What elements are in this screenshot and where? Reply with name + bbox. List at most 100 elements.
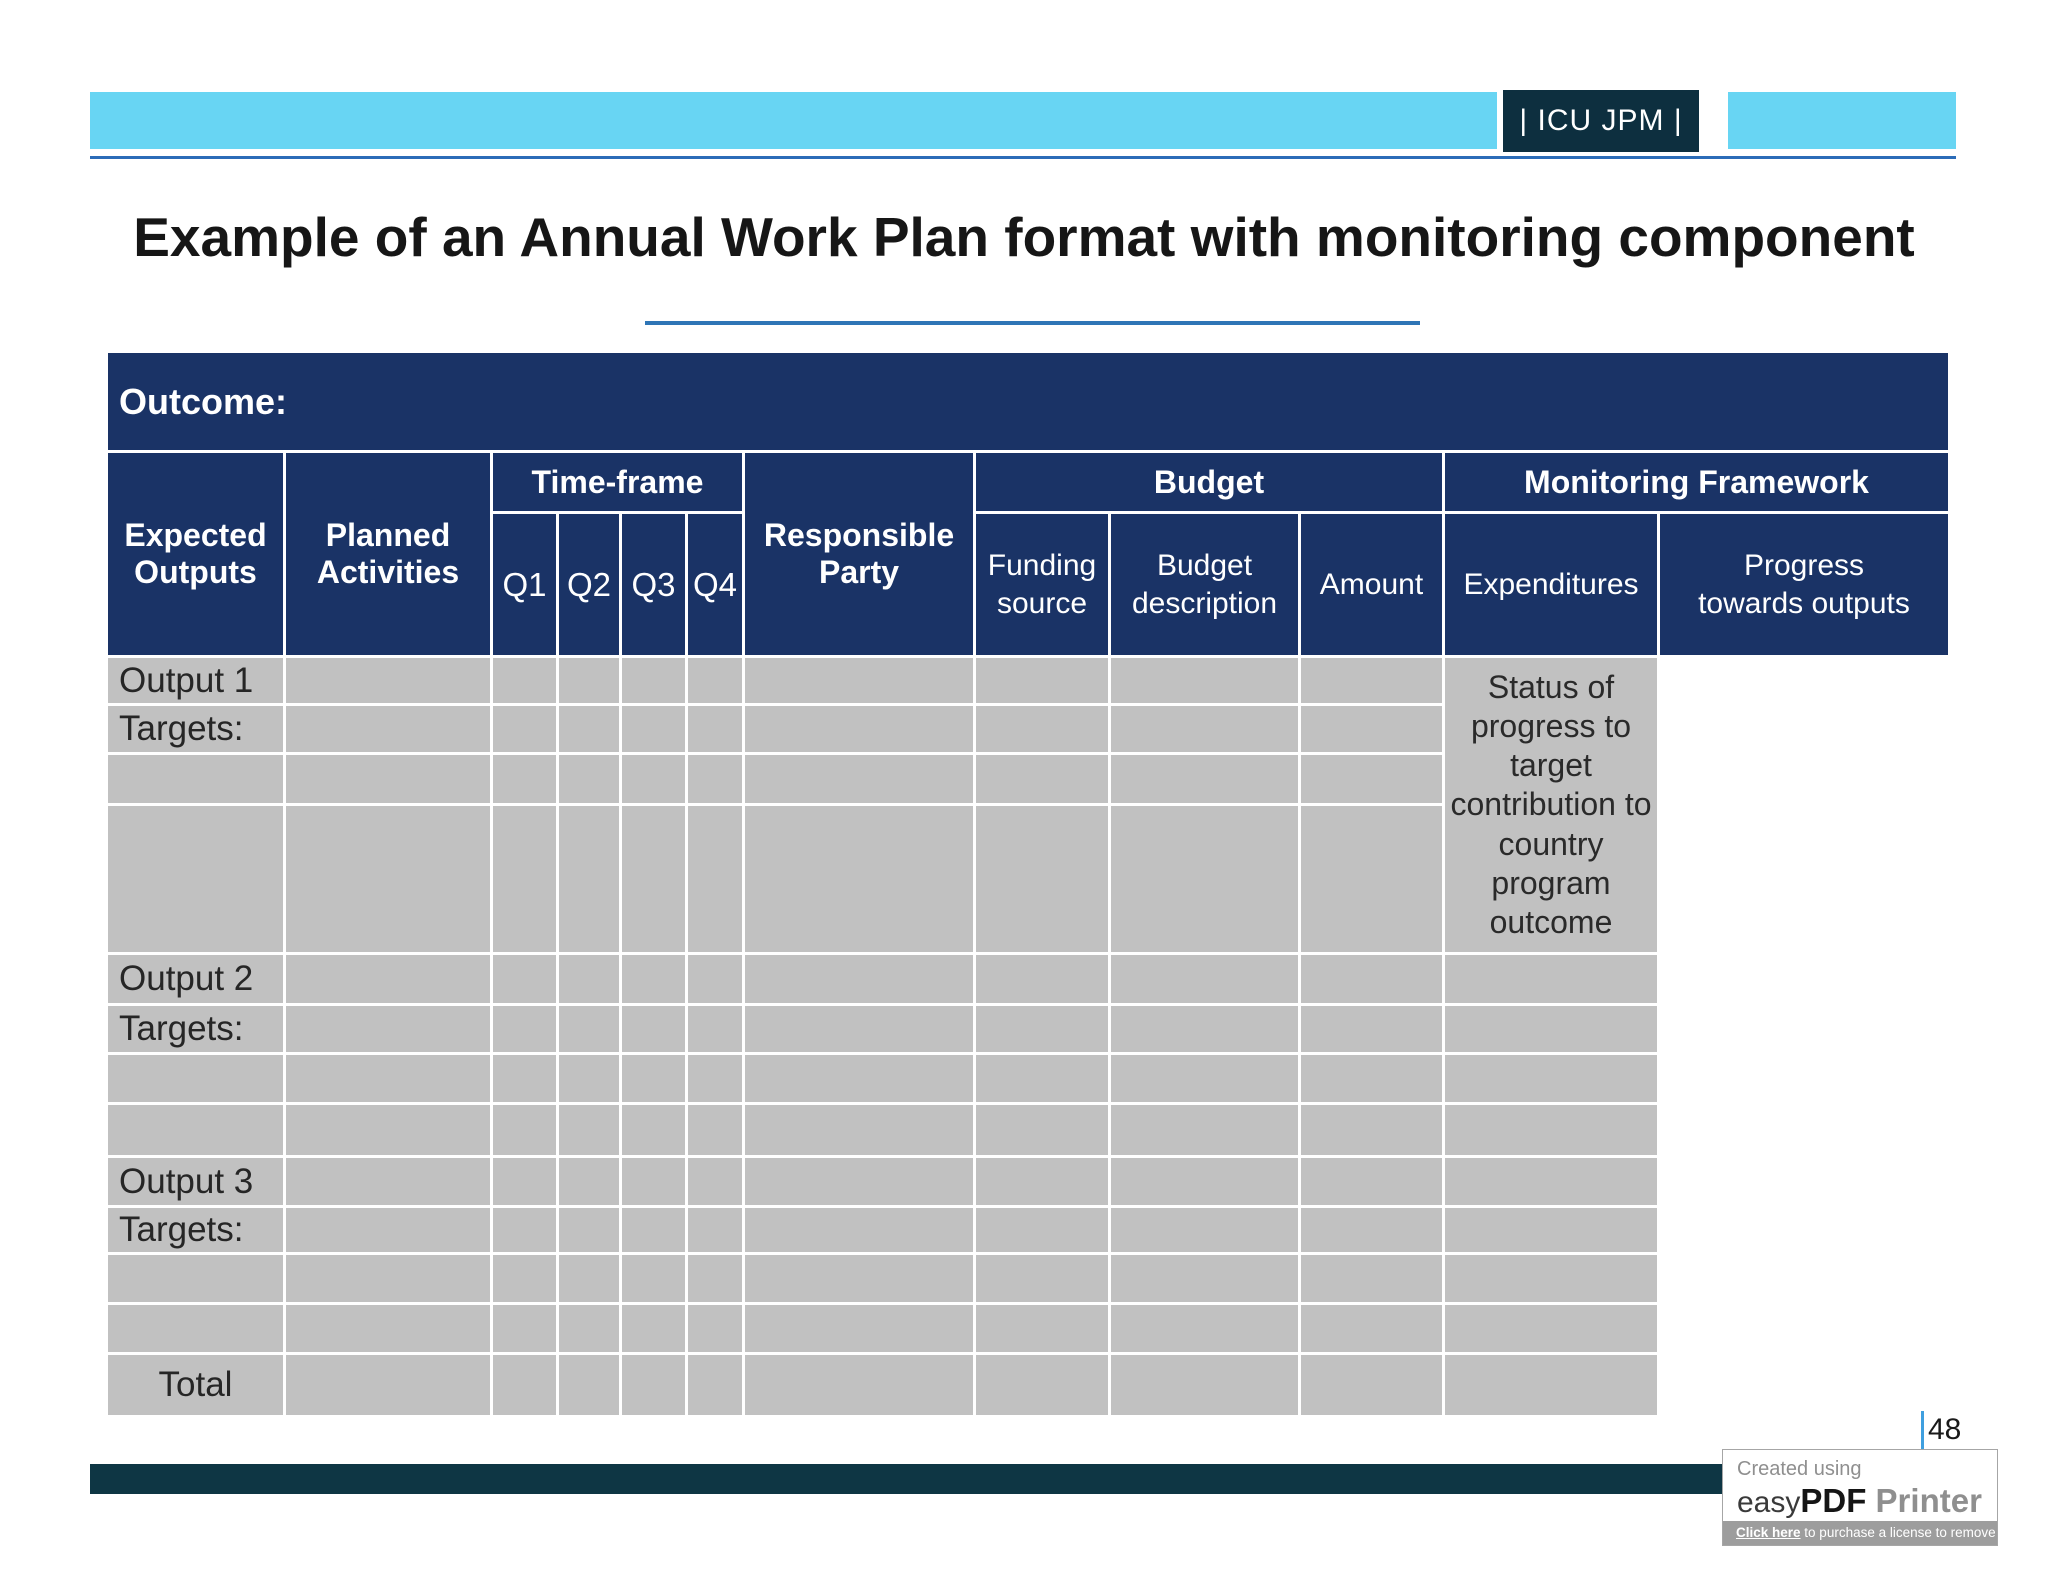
empty-cell xyxy=(619,752,688,806)
empty-cell xyxy=(973,1252,1111,1305)
empty-cell xyxy=(1298,1052,1445,1105)
empty-cell xyxy=(556,1052,622,1105)
watermark-brand-pdf: PDF xyxy=(1800,1482,1867,1519)
empty-cell xyxy=(283,1252,493,1305)
empty-cell xyxy=(1442,1003,1660,1055)
empty-cell xyxy=(619,1302,688,1355)
empty-cell xyxy=(619,655,688,706)
col-header-budget-description: Budget description xyxy=(1108,511,1301,658)
empty-cell xyxy=(1442,1052,1660,1105)
empty-cell xyxy=(490,1052,559,1105)
empty-cell xyxy=(742,1352,976,1418)
empty-cell xyxy=(283,1003,493,1055)
empty-cell xyxy=(283,703,493,755)
empty-cell xyxy=(1442,1252,1660,1305)
empty-cell xyxy=(283,1155,493,1208)
empty-cell xyxy=(619,1155,688,1208)
empty-cell xyxy=(105,1052,286,1105)
col-header-q4: Q4 xyxy=(685,511,745,658)
col-header-progress-label: Progress towards outputs xyxy=(1698,549,1910,620)
group-header-budget: Budget xyxy=(973,450,1445,514)
empty-cell xyxy=(556,752,622,806)
empty-cell xyxy=(1108,1205,1301,1255)
empty-cell xyxy=(619,1205,688,1255)
empty-cell xyxy=(490,1155,559,1208)
empty-cell xyxy=(556,1003,622,1055)
empty-cell xyxy=(973,703,1111,755)
empty-cell xyxy=(556,803,622,955)
badge-label: | ICU JPM | xyxy=(1519,104,1683,137)
empty-cell xyxy=(1298,1252,1445,1305)
empty-cell xyxy=(105,752,286,806)
empty-cell xyxy=(973,1003,1111,1055)
empty-cell xyxy=(283,1352,493,1418)
empty-cell xyxy=(556,703,622,755)
empty-cell xyxy=(490,1003,559,1055)
empty-cell xyxy=(742,752,976,806)
empty-cell xyxy=(742,1102,976,1158)
empty-cell xyxy=(973,803,1111,955)
empty-cell xyxy=(1298,655,1445,706)
empty-cell xyxy=(1108,1155,1301,1208)
empty-cell xyxy=(105,1302,286,1355)
empty-cell xyxy=(490,803,559,955)
empty-cell xyxy=(619,1252,688,1305)
icu-jpm-badge: | ICU JPM | xyxy=(1503,90,1699,152)
empty-cell xyxy=(973,752,1111,806)
empty-cell xyxy=(1442,1102,1660,1158)
empty-cell xyxy=(973,1205,1111,1255)
empty-cell xyxy=(973,655,1111,706)
watermark-brand-easy: easy xyxy=(1737,1486,1801,1519)
col-header-q3: Q3 xyxy=(619,511,688,658)
empty-cell xyxy=(490,655,559,706)
col-header-amount: Amount xyxy=(1298,511,1445,658)
empty-cell xyxy=(556,952,622,1006)
empty-cell xyxy=(1298,752,1445,806)
empty-cell xyxy=(490,1252,559,1305)
watermark-created-using: Created using xyxy=(1737,1458,1862,1480)
title-underline xyxy=(645,321,1420,325)
row-label-targets-1: Targets: xyxy=(105,703,286,755)
row-label-total: Total xyxy=(105,1352,286,1418)
empty-cell xyxy=(742,803,976,955)
col-header-q1: Q1 xyxy=(490,511,559,658)
empty-cell xyxy=(556,1155,622,1208)
empty-cell xyxy=(1108,1302,1301,1355)
empty-cell xyxy=(685,703,745,755)
empty-cell xyxy=(742,1252,976,1305)
page-number: 48 xyxy=(1928,1413,1962,1446)
empty-cell xyxy=(283,1205,493,1255)
empty-cell xyxy=(1298,1102,1445,1158)
watermark-license-bar: Click here to purchase a license to remo… xyxy=(1723,1521,2048,1545)
outcome-header-cell: Outcome: xyxy=(105,350,1951,453)
watermark-brand: easyPDF Printer xyxy=(1737,1482,1997,1520)
empty-cell xyxy=(619,952,688,1006)
col-header-expenditures: Expenditures xyxy=(1442,511,1660,658)
empty-cell xyxy=(556,655,622,706)
empty-cell xyxy=(1442,1155,1660,1208)
empty-cell xyxy=(1298,1302,1445,1355)
empty-cell xyxy=(1298,703,1445,755)
empty-cell xyxy=(556,1252,622,1305)
empty-cell xyxy=(685,1003,745,1055)
col-header-funding-source: Funding source xyxy=(973,511,1111,658)
empty-cell xyxy=(685,1052,745,1105)
row-label-output2: Output 2 xyxy=(105,952,286,1006)
col-header-expected-outputs: Expected Outputs xyxy=(105,450,286,658)
empty-cell xyxy=(1298,1352,1445,1418)
empty-cell xyxy=(556,1205,622,1255)
empty-cell xyxy=(973,1102,1111,1158)
row-label-output3: Output 3 xyxy=(105,1155,286,1208)
empty-cell xyxy=(556,1352,622,1418)
page-number-tick xyxy=(1921,1411,1924,1449)
watermark-click-here-link[interactable]: Click here xyxy=(1736,1525,1801,1540)
empty-cell xyxy=(1108,803,1301,955)
footer-bar xyxy=(90,1464,1956,1494)
status-text: Status of progress to target contributio… xyxy=(1450,669,1652,940)
empty-cell xyxy=(283,1102,493,1158)
empty-cell xyxy=(685,1155,745,1208)
empty-cell xyxy=(283,952,493,1006)
watermark-brand-printer: Printer xyxy=(1866,1482,1982,1519)
empty-cell xyxy=(973,1052,1111,1105)
